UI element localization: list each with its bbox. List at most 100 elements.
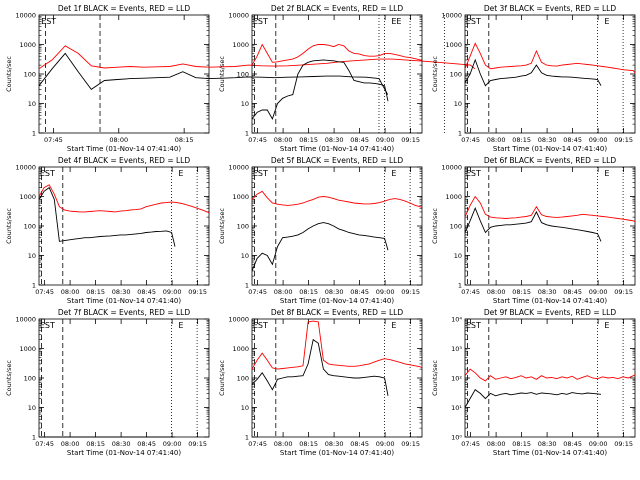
x-tick-label: 08:00 [61,440,80,448]
x-tick-label: 08:30 [325,136,344,144]
chart-panel-1: Det 1f BLACK = Events, RED = LLD11010010… [5,4,476,153]
x-tick-label: 09:15 [188,440,207,448]
y-axis-label: Counts/sec [5,56,13,92]
y-tick-label: 100 [237,223,249,231]
annotation-e: E [391,321,396,330]
y-tick-label: 10 [241,252,249,260]
x-tick-label: 07:45 [35,288,54,296]
series-lld [38,184,210,214]
y-tick-label: 1000 [19,41,36,49]
x-tick-label: 09:00 [376,288,395,296]
y-tick-label: 100 [450,223,462,231]
series-lld [251,320,423,370]
annotation-e: E [604,169,609,178]
y-tick-label: 10000 [441,12,462,20]
chart-title: Det 7f BLACK = Events, RED = LLD [58,308,191,317]
chart-title: Det 1f BLACK = Events, RED = LLD [58,4,191,13]
y-tick-label: 1000 [19,193,36,201]
y-tick-label: 10⁰ [451,434,462,442]
x-tick-label: 09:00 [163,440,182,448]
y-tick-label: 100 [237,375,249,383]
x-axis-label: Start Time (01-Nov-14 07:41:40) [493,449,607,457]
x-tick-label: 07:45 [461,440,480,448]
chart-panel-8: Det 8f BLACK = Events, RED = LLD 1 10 100 10… [218,308,423,457]
x-tick-label: 07:45 [35,440,54,448]
y-tick-label: 1 [32,434,36,442]
y-tick-label: 10 [28,100,36,108]
x-tick-label: 08:30 [112,440,131,448]
y-axis-label: Counts/sec [431,360,439,396]
x-tick-label: 07:45 [44,136,63,144]
y-tick-label: 1 [458,282,462,290]
y-tick-label: 1000 [232,41,249,49]
chart-title: Det 2f BLACK = Events, RED = LLD [271,4,404,13]
chart-panel-9: Det 9f BLACK = Events, RED = LLD 10⁰ 10¹ 10… [431,308,636,457]
chart-title: Det 6f BLACK = Events, RED = LLD [484,156,617,165]
y-tick-label: 10 [241,404,249,412]
y-tick-label: 1 [458,130,462,138]
y-tick-label: 100 [24,71,36,79]
y-tick-label: 1 [32,130,36,138]
y-axis-label: Counts/sec [218,56,226,92]
x-tick-label: 07:45 [461,136,480,144]
y-tick-label: 10 [28,252,36,260]
chart-title: Det 4f BLACK = Events, RED = LLD [58,156,191,165]
x-tick-label: 08:45 [350,288,369,296]
x-tick-label: 08:00 [61,288,80,296]
chart-panel-6: Det 6f BLACK = Events, RED = LLD 1 10 100 10… [431,156,636,305]
y-axis-label: Counts/sec [431,56,439,92]
x-tick-label: 08:45 [137,440,156,448]
y-tick-label: 10000 [228,12,249,20]
x-tick-label: 08:15 [512,440,531,448]
x-tick-label: 08:30 [112,288,131,296]
annotation-est: EST [40,321,55,330]
y-tick-label: 1 [245,130,249,138]
x-tick-label: 08:15 [175,136,194,144]
y-tick-label: 10³ [451,345,462,353]
chart-title: Det 5f BLACK = Events, RED = LLD [271,156,404,165]
x-tick-label: 08:45 [563,136,582,144]
y-axis-label: Counts/sec [431,208,439,244]
y-tick-label: 10000 [228,316,249,324]
x-tick-label: 09:00 [376,440,395,448]
x-tick-label: 08:30 [325,288,344,296]
y-tick-label: 10000 [15,12,36,20]
series-events [464,207,602,242]
chart-panel-7: Det 7f BLACK = Events, RED = LLD 1 10 100 10… [5,308,210,457]
x-tick-label: 08:15 [299,288,318,296]
x-tick-label: 08:15 [86,288,105,296]
y-tick-label: 10 [454,252,462,260]
x-tick-label: 09:00 [163,288,182,296]
y-axis-label: Counts/sec [5,360,13,396]
x-tick-label: 09:15 [401,288,420,296]
annotation-est: EST [466,17,481,26]
series-lld [38,45,476,70]
y-tick-label: 1000 [445,41,462,49]
y-tick-label: 1 [32,282,36,290]
annotation-e: E [604,321,609,330]
x-tick-label: 08:45 [350,136,369,144]
x-tick-label: 08:30 [538,288,557,296]
series-lld [464,42,636,74]
y-tick-label: 100 [24,223,36,231]
x-tick-label: 08:00 [109,136,128,144]
annotation-e: E [178,321,183,330]
x-tick-label: 07:45 [248,288,267,296]
x-tick-label: 08:15 [512,288,531,296]
x-axis-label: Start Time (01-Nov-14 07:41:40) [280,297,394,305]
series-lld [464,195,636,223]
annotation-e: E [396,17,401,26]
x-tick-label: 09:00 [589,440,608,448]
annotation-est: EST [253,321,268,330]
chart-panel-4: Det 4f BLACK = Events, RED = LLD 1 10 100 10… [5,156,210,305]
chart-title: Det 3f BLACK = Events, RED = LLD [484,4,617,13]
series-lld [251,43,423,66]
y-tick-label: 100 [237,71,249,79]
x-tick-label: 07:45 [248,440,267,448]
x-axis-label: Start Time (01-Nov-14 07:41:40) [280,449,394,457]
x-tick-label: 08:00 [274,136,293,144]
annotation-est: EST [40,169,55,178]
y-tick-label: 10000 [441,164,462,172]
y-tick-label: 10² [451,375,462,383]
